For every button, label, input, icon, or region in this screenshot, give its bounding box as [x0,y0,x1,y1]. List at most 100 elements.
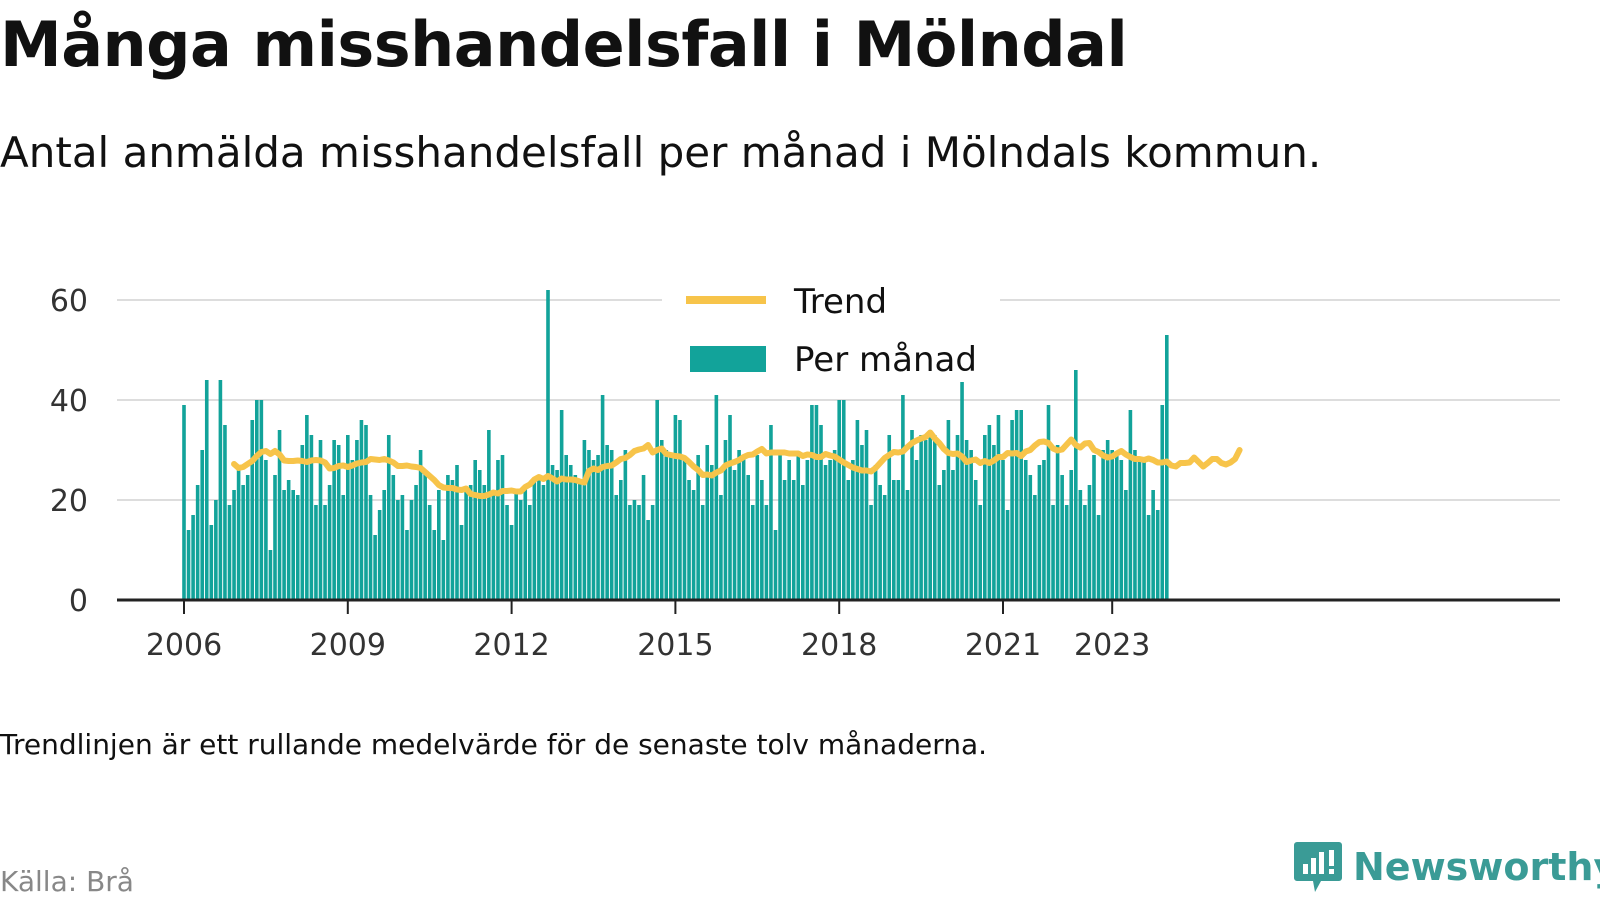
bar [1064,505,1069,600]
bar [273,475,277,600]
bar [468,485,473,600]
bar [600,395,605,600]
bar [336,445,341,600]
bar [682,460,687,600]
bar [505,505,509,600]
x-tick-label: 2021 [965,628,1041,663]
bar [973,480,978,600]
bar [1074,370,1078,600]
bar [314,505,318,600]
bar [427,505,432,600]
bar [910,430,914,600]
bar [323,505,327,600]
bar [964,440,969,600]
bar [1005,510,1010,600]
bar [182,405,186,600]
bar [305,415,309,600]
x-tick-label: 2009 [310,628,386,663]
source: Källa: Brå [0,865,134,898]
bar [641,475,646,600]
bar [1078,490,1083,600]
bar [869,505,873,600]
bar [723,440,728,600]
bar [983,435,987,600]
bar [300,445,305,600]
bar [200,450,204,600]
bar [386,435,391,600]
bar [1037,465,1042,600]
bar [186,530,191,600]
chart: 0 20 40 60 2006 2009 2012 2015 2018 2021 2023 Tre… [49,282,1560,663]
bar [719,495,723,600]
bar [473,460,477,600]
bar [1060,475,1064,600]
bar [1069,470,1074,600]
x-tick-label: 2023 [1074,628,1150,663]
bar [619,480,623,600]
x-tick-label: 2018 [801,628,877,663]
y-tick-label: 0 [69,584,88,619]
bar [1124,490,1128,600]
bar [837,400,841,600]
bar [327,485,332,600]
bar [546,290,550,600]
bar [195,485,200,600]
y-tick-label: 20 [50,484,88,519]
bar [696,455,700,600]
bar [459,525,464,600]
bar [1119,460,1124,600]
bar [914,460,919,600]
bar [691,490,696,600]
bar [523,485,528,600]
bar [846,480,851,600]
bar [810,405,814,600]
bar [787,460,791,600]
bar [255,400,259,600]
bar [264,460,268,600]
bar [259,400,264,600]
bar [1110,450,1114,600]
bar [532,480,537,600]
bar-series [182,290,1169,600]
bar [332,440,336,600]
bar [609,450,614,600]
bar [409,500,414,600]
bar [791,480,796,600]
bar [1042,460,1046,600]
x-tick-label: 2006 [146,628,222,663]
bar [769,425,773,600]
bar [309,435,314,600]
bar [446,475,450,600]
brand-logo: Newsworthy [1293,840,1600,894]
bar [464,490,468,600]
bar [819,425,823,600]
bar [432,530,437,600]
bar [509,525,514,600]
bar [942,470,946,600]
bar [204,380,209,600]
bar [919,435,923,600]
bar [482,485,487,600]
bar [555,470,559,600]
bar [650,505,655,600]
bar [1087,485,1092,600]
trend-series [231,429,1243,499]
bar [241,485,245,600]
bar [568,465,573,600]
bar [669,455,673,600]
bar [987,425,992,600]
bar [223,425,227,600]
x-tick-label: 2012 [473,628,549,663]
bar [741,455,746,600]
bar [855,420,860,600]
bar [582,440,587,600]
bar [905,490,910,600]
bar [559,410,564,600]
bar [700,505,705,600]
bar [441,540,446,600]
bar [596,455,600,600]
bar [782,480,787,600]
bar [400,495,405,600]
bar [960,370,964,600]
bar [396,500,400,600]
